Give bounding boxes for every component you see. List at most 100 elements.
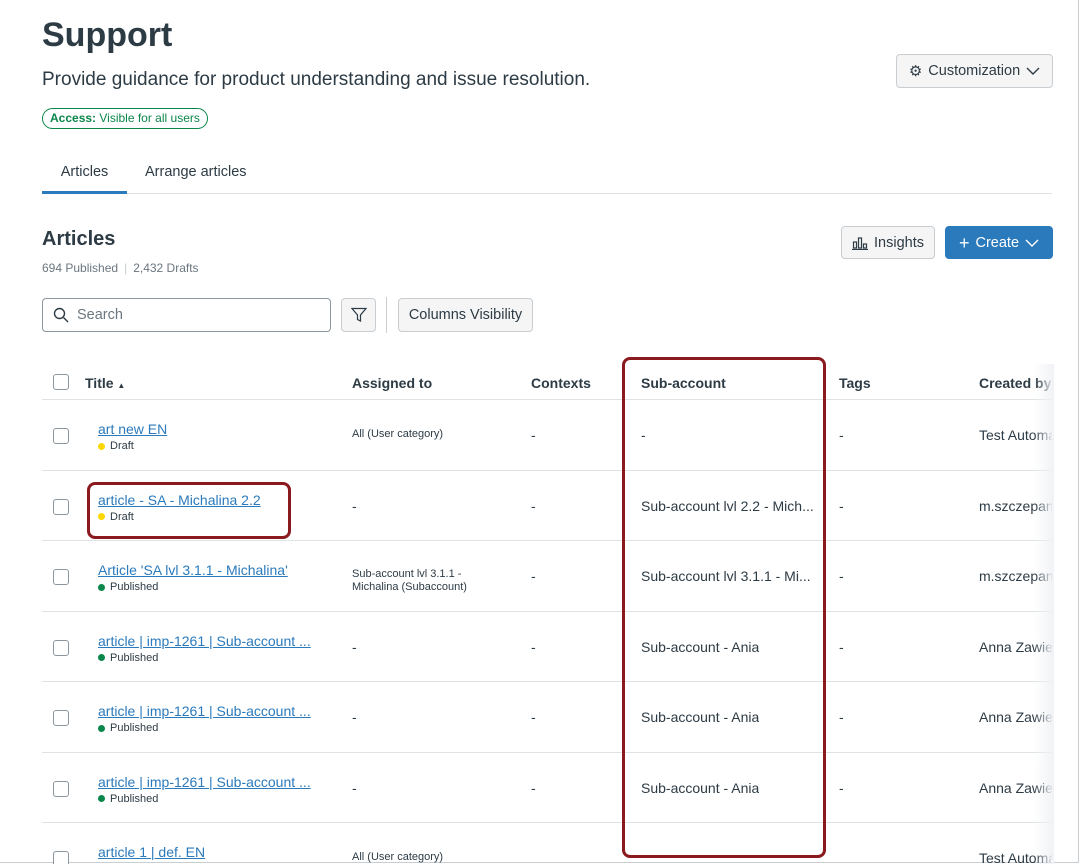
drafts-count: 2,432 Drafts	[133, 261, 199, 275]
search-placeholder: Search	[77, 307, 123, 323]
bar-chart-icon	[852, 236, 868, 250]
column-header-contexts[interactable]: Contexts	[531, 375, 591, 391]
article-title-link[interactable]: art new EN	[98, 421, 168, 437]
assigned-to-cell: -	[352, 709, 357, 725]
filter-button[interactable]	[341, 298, 376, 332]
article-title-link[interactable]: article 1 | def. EN	[98, 844, 206, 860]
contexts-cell: -	[531, 638, 536, 655]
search-input[interactable]: Search	[42, 298, 331, 332]
status-badge: Published	[98, 581, 328, 593]
articles-heading: Articles	[42, 228, 116, 250]
status-dot-icon	[98, 442, 105, 450]
tags-cell: -	[839, 568, 844, 584]
table-row: article | imp-1261 | Sub-account ... Pub…	[42, 612, 1052, 682]
tab-bar: Articles Arrange articles	[42, 158, 1052, 194]
table-header: Title ▲ Assigned to Contexts Sub-account…	[42, 364, 1052, 400]
columns-visibility-button[interactable]: Columns Visibility	[398, 298, 533, 332]
status-dot-icon	[98, 795, 105, 802]
column-header-title[interactable]: Title ▲	[85, 375, 126, 391]
highlight-sub-account-column	[622, 357, 826, 858]
scroll-fade	[1034, 364, 1054, 864]
assigned-to-cell: All (User category)	[352, 851, 444, 863]
access-value: Visible for all users	[99, 111, 200, 125]
sort-ascending-icon: ▲	[117, 381, 126, 390]
tab-arrange-articles[interactable]: Arrange articles	[145, 164, 247, 180]
page-subtitle: Provide guidance for product understandi…	[42, 69, 591, 90]
status-dot-icon	[98, 583, 105, 591]
row-checkbox[interactable]	[53, 710, 69, 726]
created-by-cell: m.szczepanik	[979, 497, 1052, 514]
status-badge: Draft	[98, 440, 328, 452]
sub-account-cell: Sub-account - Ania	[641, 638, 760, 655]
table-row: art new EN Draft All (User category) - -…	[42, 400, 1052, 471]
tags-cell: -	[839, 638, 844, 655]
table-row: article | imp-1261 | Sub-account ... Pub…	[42, 682, 1052, 753]
table-row: article - SA - Michalina 2.2 Draft - - S…	[42, 471, 1052, 541]
sub-account-cell: -	[641, 427, 646, 443]
search-icon	[53, 307, 69, 323]
articles-table: Title ▲ Assigned to Contexts Sub-account…	[42, 364, 1052, 864]
create-label: Create	[975, 234, 1020, 251]
sub-account-cell: Sub-account lvl 3.1.1 - Mi...	[641, 568, 811, 584]
contexts-cell: -	[531, 779, 536, 796]
assigned-to-cell: -	[352, 779, 357, 796]
sub-account-cell: Sub-account lvl 2.2 - Mich...	[641, 497, 814, 514]
created-by-cell: Test Automation	[979, 427, 1052, 443]
status-badge: Published	[98, 722, 328, 734]
divider	[386, 297, 387, 333]
created-by-cell: m.szczepanik	[979, 568, 1052, 584]
column-header-assigned-to[interactable]: Assigned to	[352, 375, 433, 391]
assigned-to-cell: All (User category)	[352, 428, 444, 440]
contexts-cell: -	[531, 709, 536, 725]
status-badge: Published	[98, 652, 328, 664]
insights-label: Insights	[874, 234, 924, 251]
create-button[interactable]: + Create	[945, 226, 1053, 259]
customization-label: Customization	[928, 63, 1021, 79]
assigned-to-cell: Sub-account lvl 3.1.1 - Michalina (Subac…	[352, 568, 467, 593]
created-by-cell: Anna Zawieja	[979, 709, 1052, 725]
article-counts: 694 Published | 2,432 Drafts	[42, 261, 199, 275]
tab-articles[interactable]: Articles	[42, 164, 127, 194]
column-header-sub-account[interactable]: Sub-account	[641, 375, 726, 391]
access-label: Access:	[50, 111, 97, 125]
table-row: article 1 | def. EN All (User category) …	[42, 823, 1052, 864]
column-header-tags[interactable]: Tags	[839, 375, 871, 391]
article-title-link[interactable]: Article 'SA lvl 3.1.1 - Michalina'	[98, 562, 288, 578]
access-badge: Access: Visible for all users	[42, 108, 208, 129]
highlight-article-title	[87, 482, 291, 539]
status-dot-icon	[98, 654, 105, 661]
row-checkbox[interactable]	[53, 851, 69, 864]
column-header-created-by[interactable]: Created by	[979, 375, 1052, 391]
contexts-cell: -	[531, 568, 536, 584]
created-by-cell: Anna Zawieja	[979, 779, 1052, 796]
assigned-to-cell: -	[352, 497, 357, 514]
chevron-down-icon	[1026, 67, 1040, 75]
tags-cell: -	[839, 709, 844, 725]
page-title: Support	[42, 16, 173, 54]
row-checkbox[interactable]	[53, 428, 69, 444]
tags-cell: -	[839, 497, 844, 514]
insights-button[interactable]: Insights	[841, 226, 935, 259]
article-title-link[interactable]: article | imp-1261 | Sub-account ...	[98, 773, 311, 790]
article-title-link[interactable]: article | imp-1261 | Sub-account ...	[98, 632, 311, 649]
published-count: 694 Published	[42, 261, 119, 275]
row-checkbox[interactable]	[53, 780, 69, 797]
article-title-link[interactable]: article - SA - Michalina 2.2	[98, 491, 261, 508]
sub-account-cell: Sub-account - Ania	[641, 709, 760, 725]
row-checkbox[interactable]	[53, 639, 69, 656]
assigned-to-cell: -	[352, 638, 357, 655]
tags-cell: -	[839, 779, 844, 796]
created-by-cell: Test Automation	[979, 850, 1052, 864]
status-badge: Draft	[98, 511, 328, 523]
select-all-checkbox[interactable]	[53, 374, 69, 390]
table-row: Article 'SA lvl 3.1.1 - Michalina' Publi…	[42, 541, 1052, 612]
sub-account-cell: Sub-account - Ania	[641, 779, 760, 796]
gear-icon: ⚙	[908, 63, 923, 80]
contexts-cell: -	[531, 497, 536, 514]
plus-icon: +	[958, 232, 970, 253]
row-checkbox[interactable]	[53, 498, 69, 515]
chevron-down-icon	[1025, 239, 1039, 247]
row-checkbox[interactable]	[53, 569, 69, 585]
article-title-link[interactable]: article | imp-1261 | Sub-account ...	[98, 703, 311, 719]
customization-button[interactable]: ⚙ Customization	[896, 54, 1053, 88]
